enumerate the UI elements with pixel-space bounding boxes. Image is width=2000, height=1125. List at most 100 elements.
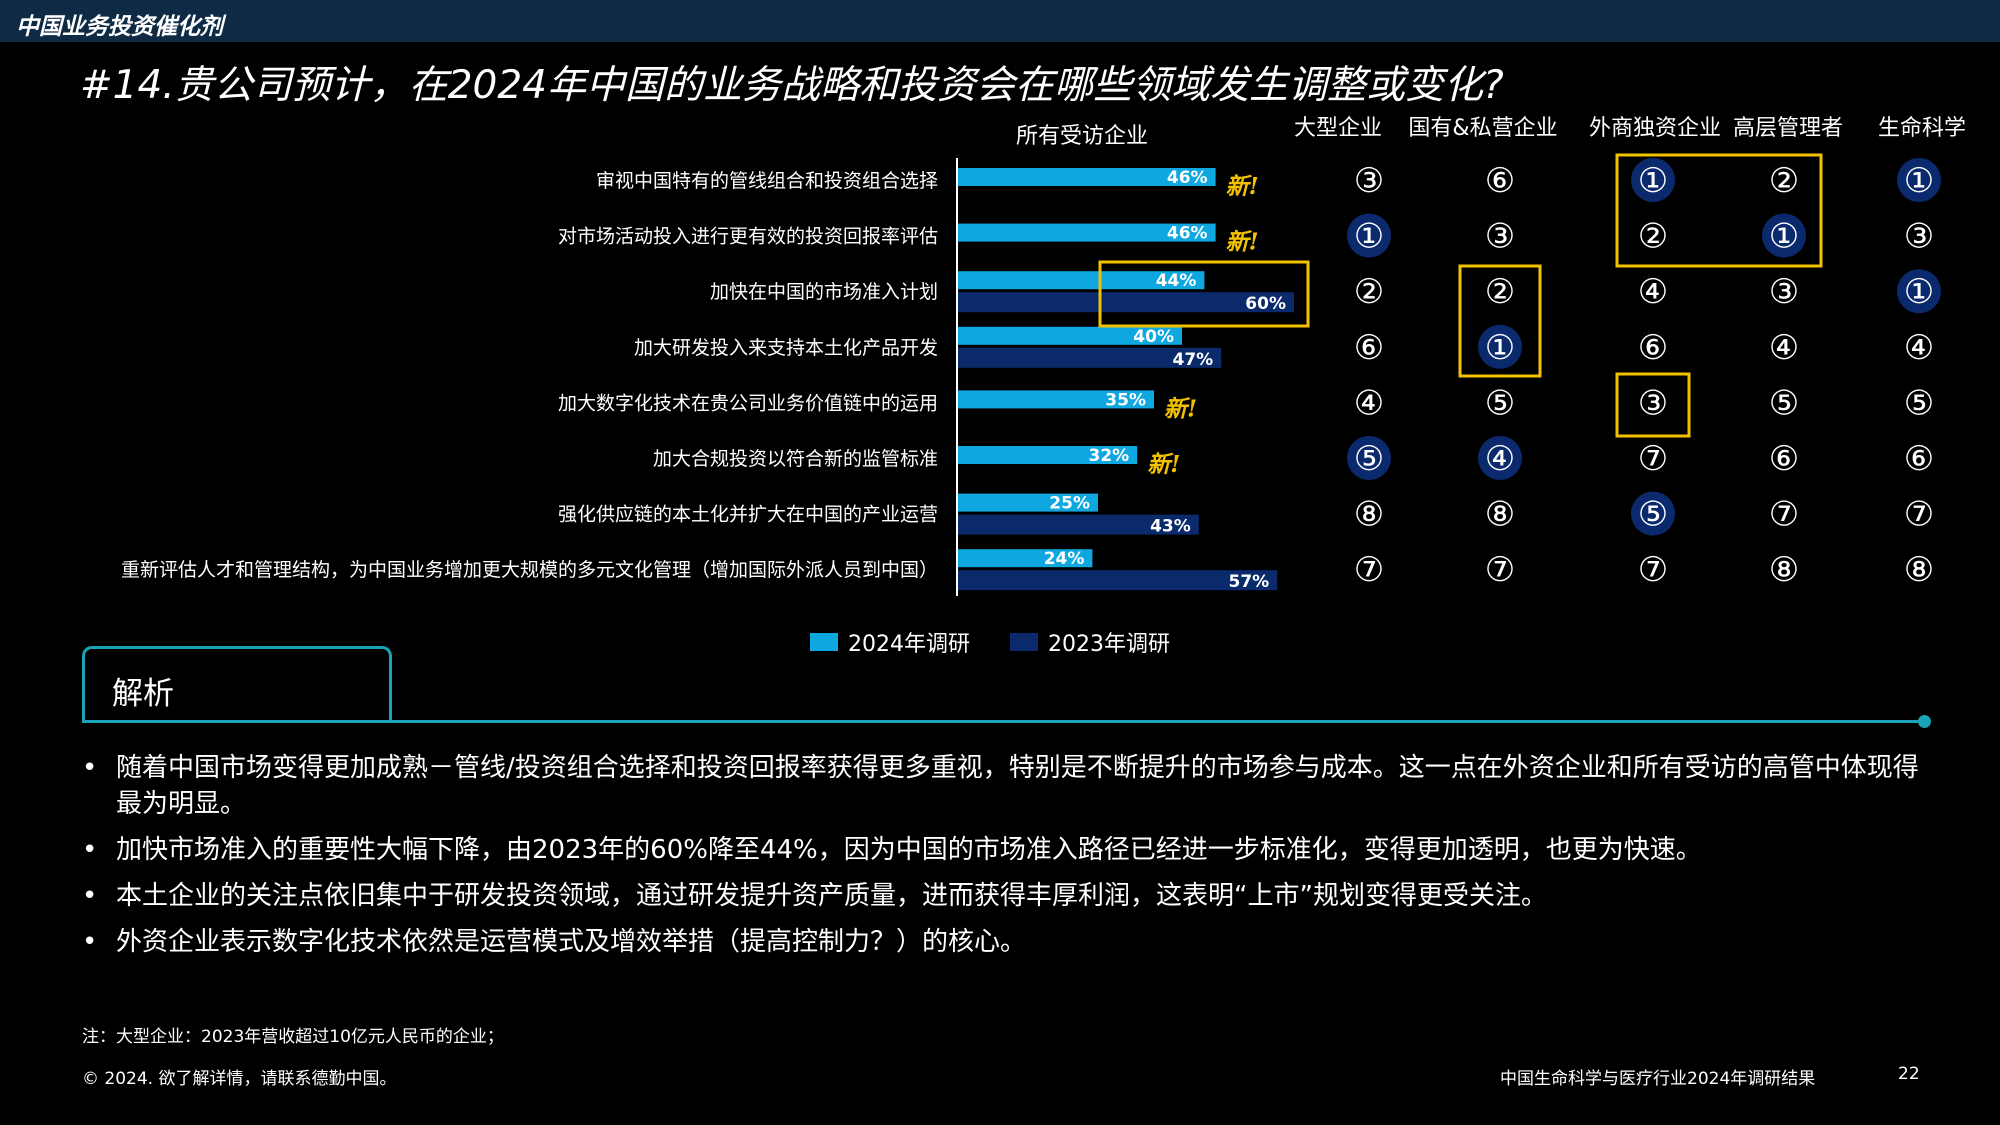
data-label-2023: 47%: [1172, 350, 1213, 370]
legend-item-2023: 2023年调研: [1010, 626, 1170, 658]
rank-circle-highlight: [1631, 158, 1675, 202]
analysis-bullet: 外资企业表示数字化技术依然是运营模式及增效举措（提高控制力？）的核心。: [82, 924, 1932, 960]
rank-badge: ⑥: [1485, 161, 1515, 201]
rank-badge: ①: [1769, 217, 1799, 257]
chart-legend: 2024年调研 2023年调研: [810, 626, 1170, 658]
highlight-box-foreign-exec: [1615, 153, 1823, 268]
data-label-2024: 44%: [1156, 271, 1197, 291]
rank-circle-highlight: [1347, 213, 1391, 258]
bar-chart-and-ranks: 审视中国特有的管线组合和投资组合选择 46% 新! ③ ⑥ ① ② ① 对市场活动投入进行更有效…: [121, 153, 1941, 596]
rank-badge: ⑧: [1354, 495, 1384, 535]
rank-badge: ②: [1354, 272, 1384, 312]
column-header-all: 所有受访企业: [1015, 124, 1149, 149]
rank-badge: ④: [1769, 328, 1799, 368]
bar-2024: [958, 223, 1216, 242]
analysis-bullet: 本土企业的关注点依旧集中于研发投资领域，通过研发提升资产质量，进而获得丰厚利润，…: [82, 878, 1932, 914]
rank-badge: ②: [1769, 161, 1799, 201]
column-header-executives: 高层管理者: [1732, 116, 1844, 141]
legend-swatch-2023: [1010, 633, 1038, 651]
data-label-2024: 40%: [1133, 327, 1174, 347]
data-label-2023: 60%: [1245, 294, 1286, 314]
data-label-2024: 46%: [1167, 168, 1208, 188]
section-title: 中国业务投资催化剂: [16, 14, 223, 40]
rank-badge: ②: [1638, 217, 1668, 257]
rank-badge: ⑥: [1638, 328, 1668, 368]
rank-circle-highlight: [1897, 158, 1941, 202]
rank-circle-highlight: [1631, 491, 1675, 536]
rank-badge: ⑤: [1769, 383, 1799, 423]
rank-badge: ⑥: [1354, 328, 1384, 368]
copyright: © 2024. 欲了解详情，请联系德勤中国。: [82, 1069, 397, 1089]
rank-badge: ⑧: [1769, 550, 1799, 590]
rank-badge: ⑧: [1485, 495, 1515, 535]
bar-2024: [958, 168, 1216, 186]
analysis-divider-dot: [1918, 715, 1931, 728]
new-label: 新!: [1164, 395, 1197, 422]
rank-badge: ①: [1354, 217, 1384, 257]
legend-label-2023: 2023年调研: [1048, 632, 1170, 657]
column-header-large: 大型企业: [1293, 116, 1383, 141]
analysis-bullets: 随着中国市场变得更加成熟－管线/投资组合选择和投资回报率获得更多重视，特别是不断…: [82, 750, 1932, 970]
legend-item-2024: 2024年调研: [810, 626, 970, 658]
analysis-bullet: 加快市场准入的重要性大幅下降，由2023年的60%降至44%，因为中国的市场准入…: [82, 832, 1932, 868]
bar-2024: [958, 493, 1098, 512]
category-label: 审视中国特有的管线组合和投资组合选择: [596, 170, 938, 192]
data-label-2024: 24%: [1044, 549, 1085, 569]
rank-badge: ④: [1638, 272, 1668, 312]
highlight-box-market-access: [1098, 260, 1310, 328]
rank-badge: ④: [1485, 439, 1515, 479]
rank-badge: ⑤: [1904, 383, 1934, 423]
rank-badge: ⑤: [1354, 439, 1384, 479]
new-label: 新!: [1226, 173, 1259, 200]
rank-badge: ④: [1354, 383, 1384, 423]
rank-circle-highlight: [1762, 213, 1806, 258]
data-label-2023: 57%: [1228, 572, 1269, 592]
rank-badge: ③: [1638, 383, 1668, 423]
highlight-box-foreign-digital: [1615, 372, 1691, 438]
bar-2023: [958, 347, 1222, 368]
bar-2024: [958, 326, 1182, 345]
rank-badge: ①: [1904, 272, 1934, 312]
page-number: 22: [1898, 1064, 1920, 1084]
category-label: 重新评估人才和管理结构，为中国业务增加更大规模的多元文化管理（增加国际外派人员到…: [121, 559, 938, 581]
rank-badge: ⑦: [1638, 439, 1668, 479]
bar-2024: [958, 271, 1205, 290]
rank-badge: ①: [1904, 161, 1934, 201]
rank-circle-highlight: [1347, 436, 1391, 480]
category-label: 对市场活动投入进行更有效的投资回报率评估: [558, 226, 938, 248]
rank-badge: ①: [1638, 161, 1668, 201]
rank-badge: ③: [1904, 217, 1934, 257]
analysis-divider: [82, 720, 1925, 723]
data-label-2024: 32%: [1088, 446, 1129, 466]
rank-badge: ⑤: [1485, 383, 1515, 423]
column-header-soe-private: 国有&私营企业: [1408, 116, 1558, 141]
category-label: 强化供应链的本土化并扩大在中国的产业运营: [558, 504, 938, 526]
column-header-foreign: 外商独资企业: [1588, 116, 1722, 141]
rank-badge: ⑦: [1904, 495, 1934, 535]
legend-swatch-2024: [810, 633, 838, 651]
rank-badge: ①: [1485, 328, 1515, 368]
rank-badge: ③: [1769, 272, 1799, 312]
new-label: 新!: [1226, 229, 1259, 256]
category-label: 加快在中国的市场准入计划: [710, 281, 938, 303]
rank-badge: ⑥: [1769, 439, 1799, 479]
page-title: #14.贵公司预计，在2024年中国的业务战略和投资会在哪些领域发生调整或变化?: [80, 63, 1504, 108]
data-label-2023: 43%: [1150, 517, 1191, 537]
rank-badge: ③: [1485, 217, 1515, 257]
category-label: 加大合规投资以符合新的监管标准: [653, 448, 938, 470]
rank-badge: ⑤: [1638, 495, 1668, 535]
category-label: 加大研发投入来支持本土化产品开发: [634, 337, 938, 359]
highlight-box-soe-rd: [1458, 264, 1542, 378]
top-bar: 中国业务投资催化剂: [0, 0, 2000, 42]
data-label-2024: 25%: [1049, 494, 1090, 514]
footer-title: 中国生命科学与医疗行业2024年调研结果: [1500, 1069, 1816, 1089]
data-label-2024: 35%: [1105, 390, 1146, 410]
rank-badge: ⑧: [1904, 550, 1934, 590]
bar-2024: [958, 549, 1093, 568]
column-header-life-science: 生命科学: [1877, 116, 1967, 141]
bar-2024: [958, 390, 1154, 409]
data-label-2024: 46%: [1167, 224, 1208, 244]
bar-2023: [958, 570, 1278, 591]
rank-badge: ⑦: [1354, 550, 1384, 590]
bar-2024: [958, 446, 1138, 464]
